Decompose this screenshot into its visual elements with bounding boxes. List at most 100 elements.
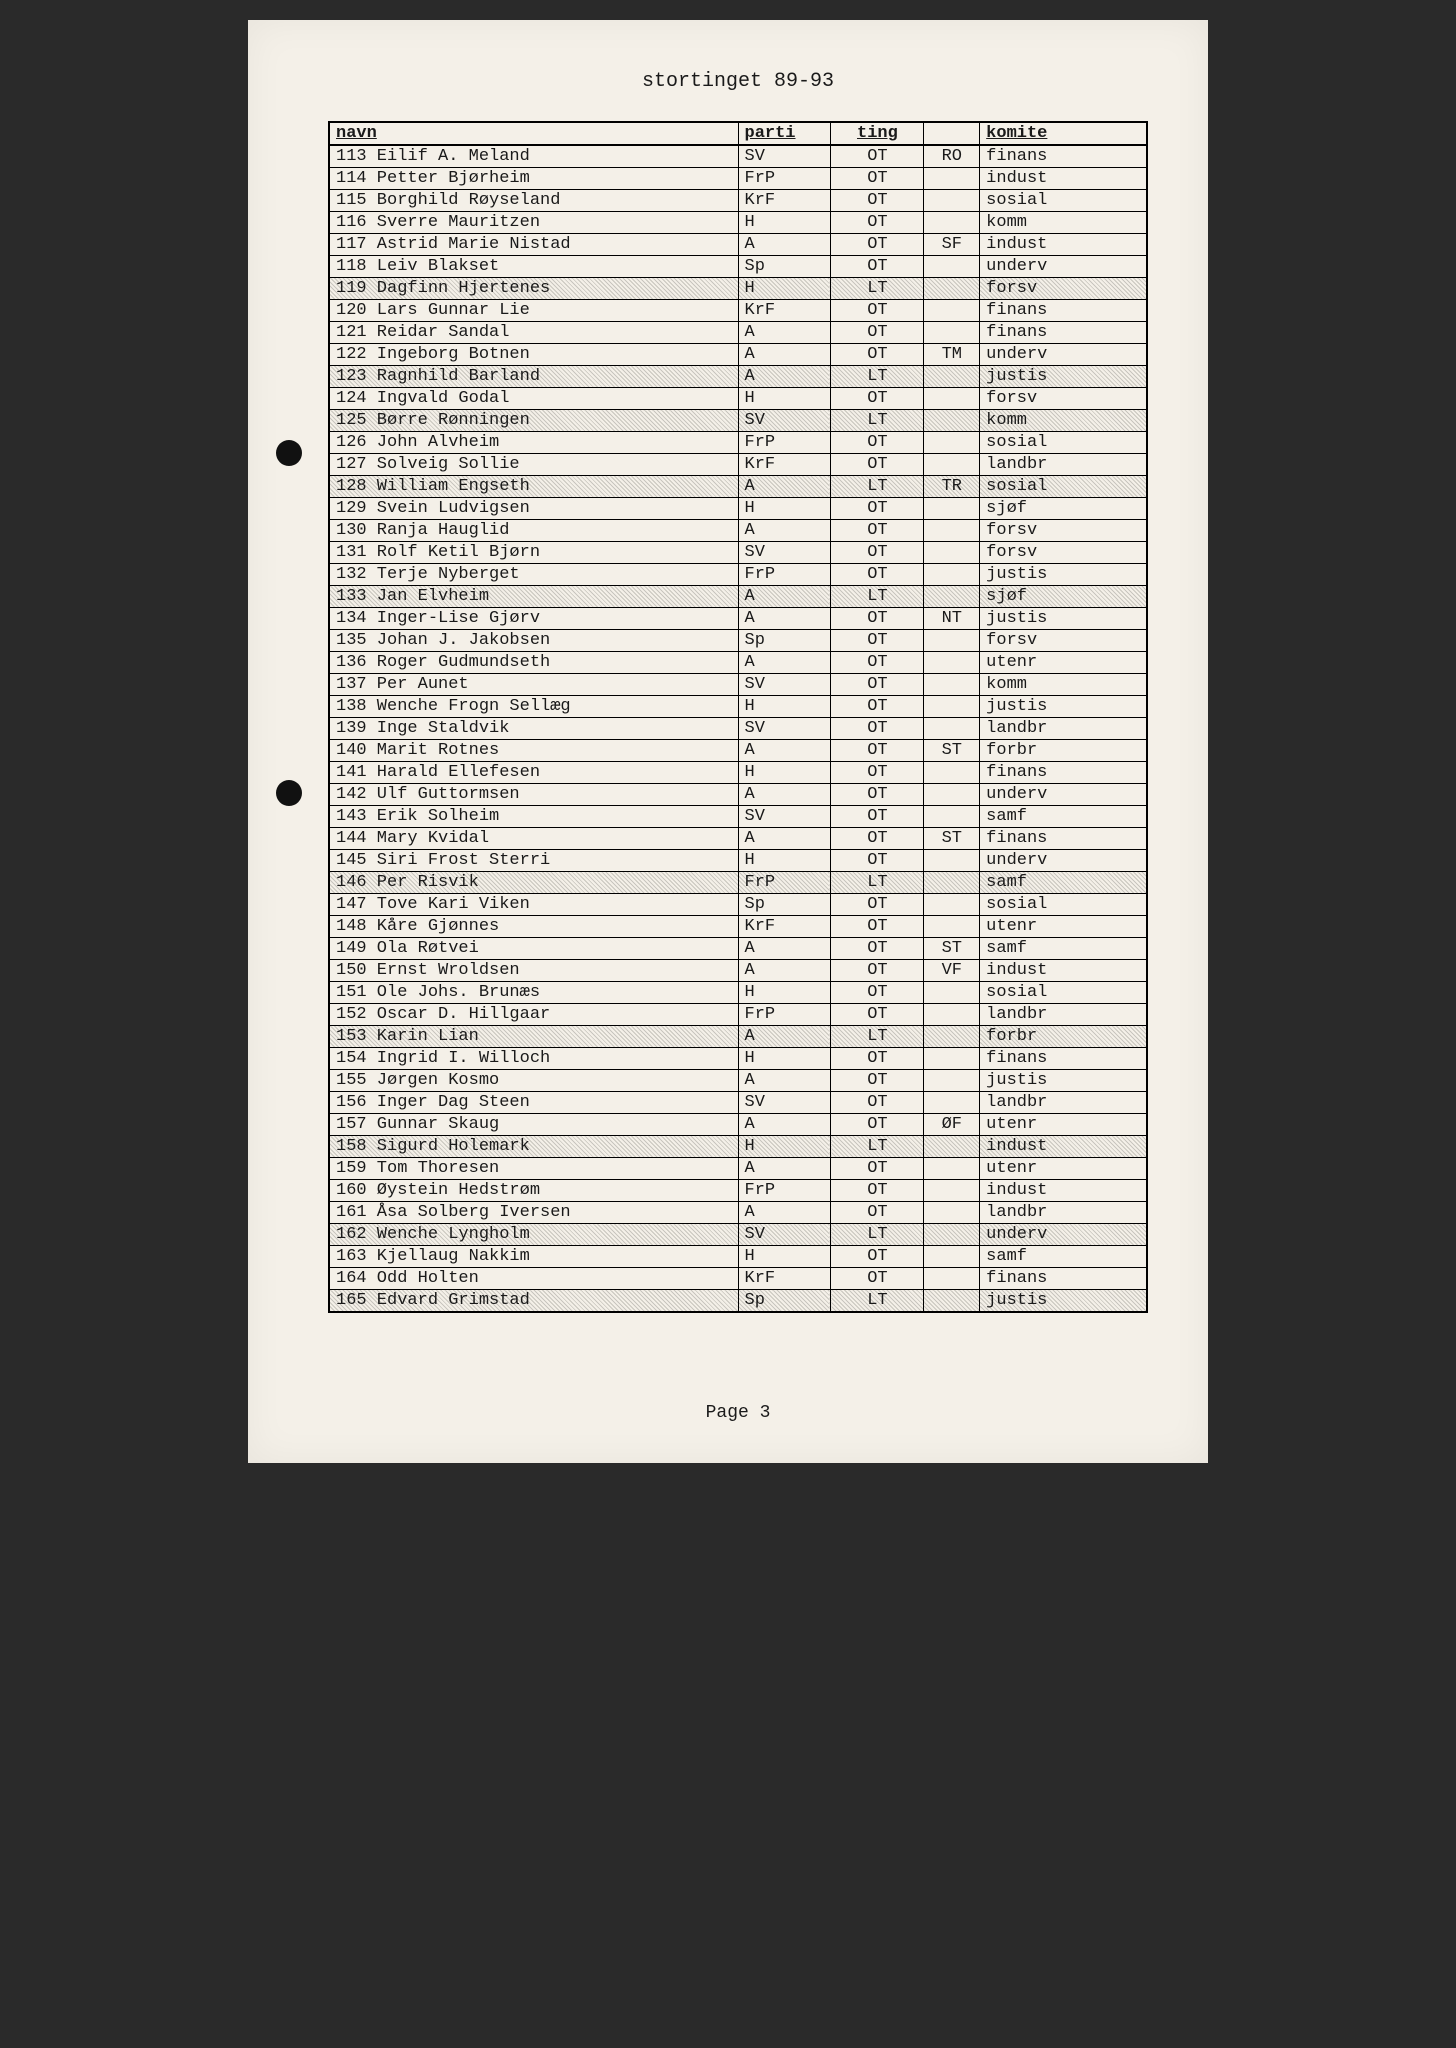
cell-ting: OT: [831, 916, 924, 938]
cell-komite: sosial: [980, 432, 1147, 454]
cell-ting: OT: [831, 1048, 924, 1070]
cell-ting: LT: [831, 1290, 924, 1313]
cell-komite: sosial: [980, 894, 1147, 916]
cell-navn: 143 Erik Solheim: [329, 806, 738, 828]
cell-region: [924, 696, 980, 718]
cell-komite: justis: [980, 1290, 1147, 1313]
cell-ting: OT: [831, 674, 924, 696]
cell-region: [924, 278, 980, 300]
cell-ting: LT: [831, 366, 924, 388]
cell-komite: forsv: [980, 388, 1147, 410]
cell-region: [924, 1070, 980, 1092]
cell-navn: 122 Ingeborg Botnen: [329, 344, 738, 366]
cell-navn: 164 Odd Holten: [329, 1268, 738, 1290]
table-row: 140 Marit RotnesAOTSTforbr: [329, 740, 1147, 762]
cell-ting: OT: [831, 608, 924, 630]
cell-komite: landbr: [980, 1092, 1147, 1114]
cell-parti: A: [738, 1158, 831, 1180]
cell-parti: SV: [738, 674, 831, 696]
table-row: 138 Wenche Frogn SellægHOTjustis: [329, 696, 1147, 718]
cell-komite: underv: [980, 256, 1147, 278]
cell-komite: justis: [980, 608, 1147, 630]
cell-parti: H: [738, 762, 831, 784]
cell-navn: 158 Sigurd Holemark: [329, 1136, 738, 1158]
cell-navn: 117 Astrid Marie Nistad: [329, 234, 738, 256]
cell-ting: LT: [831, 872, 924, 894]
table-row: 126 John AlvheimFrPOTsosial: [329, 432, 1147, 454]
table-row: 129 Svein LudvigsenHOTsjøf: [329, 498, 1147, 520]
cell-ting: OT: [831, 498, 924, 520]
table-row: 125 Børre RønningenSVLTkomm: [329, 410, 1147, 432]
table-row: 162 Wenche LyngholmSVLTunderv: [329, 1224, 1147, 1246]
cell-ting: OT: [831, 894, 924, 916]
table-row: 147 Tove Kari VikenSpOTsosial: [329, 894, 1147, 916]
cell-ting: LT: [831, 586, 924, 608]
cell-komite: landbr: [980, 1004, 1147, 1026]
cell-region: [924, 1158, 980, 1180]
cell-komite: samf: [980, 1246, 1147, 1268]
cell-parti: KrF: [738, 1268, 831, 1290]
table-row: 115 Borghild RøyselandKrFOTsosial: [329, 190, 1147, 212]
table-row: 161 Åsa Solberg IversenAOTlandbr: [329, 1202, 1147, 1224]
cell-navn: 127 Solveig Sollie: [329, 454, 738, 476]
cell-navn: 144 Mary Kvidal: [329, 828, 738, 850]
cell-parti: KrF: [738, 190, 831, 212]
cell-navn: 160 Øystein Hedstrøm: [329, 1180, 738, 1202]
cell-parti: Sp: [738, 630, 831, 652]
cell-region: [924, 1290, 980, 1313]
cell-parti: A: [738, 1026, 831, 1048]
cell-region: [924, 168, 980, 190]
cell-navn: 128 William Engseth: [329, 476, 738, 498]
cell-region: [924, 630, 980, 652]
stortinget-table: navn parti ting komite 113 Eilif A. Mela…: [328, 121, 1148, 1313]
cell-region: SF: [924, 234, 980, 256]
cell-region: RO: [924, 145, 980, 168]
cell-komite: finans: [980, 300, 1147, 322]
cell-ting: OT: [831, 344, 924, 366]
cell-navn: 121 Reidar Sandal: [329, 322, 738, 344]
cell-parti: H: [738, 212, 831, 234]
cell-navn: 153 Karin Lian: [329, 1026, 738, 1048]
cell-ting: OT: [831, 520, 924, 542]
col-navn: navn: [329, 122, 738, 145]
cell-komite: underv: [980, 1224, 1147, 1246]
cell-region: [924, 388, 980, 410]
cell-region: [924, 850, 980, 872]
cell-ting: OT: [831, 388, 924, 410]
cell-region: [924, 586, 980, 608]
col-parti: parti: [738, 122, 831, 145]
cell-navn: 120 Lars Gunnar Lie: [329, 300, 738, 322]
cell-navn: 126 John Alvheim: [329, 432, 738, 454]
cell-ting: OT: [831, 762, 924, 784]
cell-navn: 125 Børre Rønningen: [329, 410, 738, 432]
cell-parti: H: [738, 982, 831, 1004]
table-row: 134 Inger-Lise GjørvAOTNTjustis: [329, 608, 1147, 630]
cell-region: [924, 410, 980, 432]
cell-region: [924, 806, 980, 828]
cell-navn: 136 Roger Gudmundseth: [329, 652, 738, 674]
cell-navn: 151 Ole Johs. Brunæs: [329, 982, 738, 1004]
cell-komite: komm: [980, 674, 1147, 696]
cell-parti: Sp: [738, 894, 831, 916]
cell-parti: A: [738, 344, 831, 366]
cell-ting: OT: [831, 850, 924, 872]
cell-navn: 124 Ingvald Godal: [329, 388, 738, 410]
cell-region: [924, 1180, 980, 1202]
cell-parti: SV: [738, 718, 831, 740]
cell-region: [924, 542, 980, 564]
cell-komite: landbr: [980, 1202, 1147, 1224]
cell-ting: OT: [831, 828, 924, 850]
cell-parti: A: [738, 1114, 831, 1136]
cell-region: [924, 366, 980, 388]
cell-region: [924, 454, 980, 476]
page-footer: Page 3: [328, 1403, 1148, 1423]
cell-ting: OT: [831, 1246, 924, 1268]
cell-komite: finans: [980, 1268, 1147, 1290]
cell-parti: FrP: [738, 168, 831, 190]
table-row: 135 Johan J. JakobsenSpOTforsv: [329, 630, 1147, 652]
cell-parti: FrP: [738, 872, 831, 894]
cell-komite: utenr: [980, 916, 1147, 938]
cell-navn: 118 Leiv Blakset: [329, 256, 738, 278]
table-row: 118 Leiv BlaksetSpOTunderv: [329, 256, 1147, 278]
table-row: 156 Inger Dag SteenSVOTlandbr: [329, 1092, 1147, 1114]
